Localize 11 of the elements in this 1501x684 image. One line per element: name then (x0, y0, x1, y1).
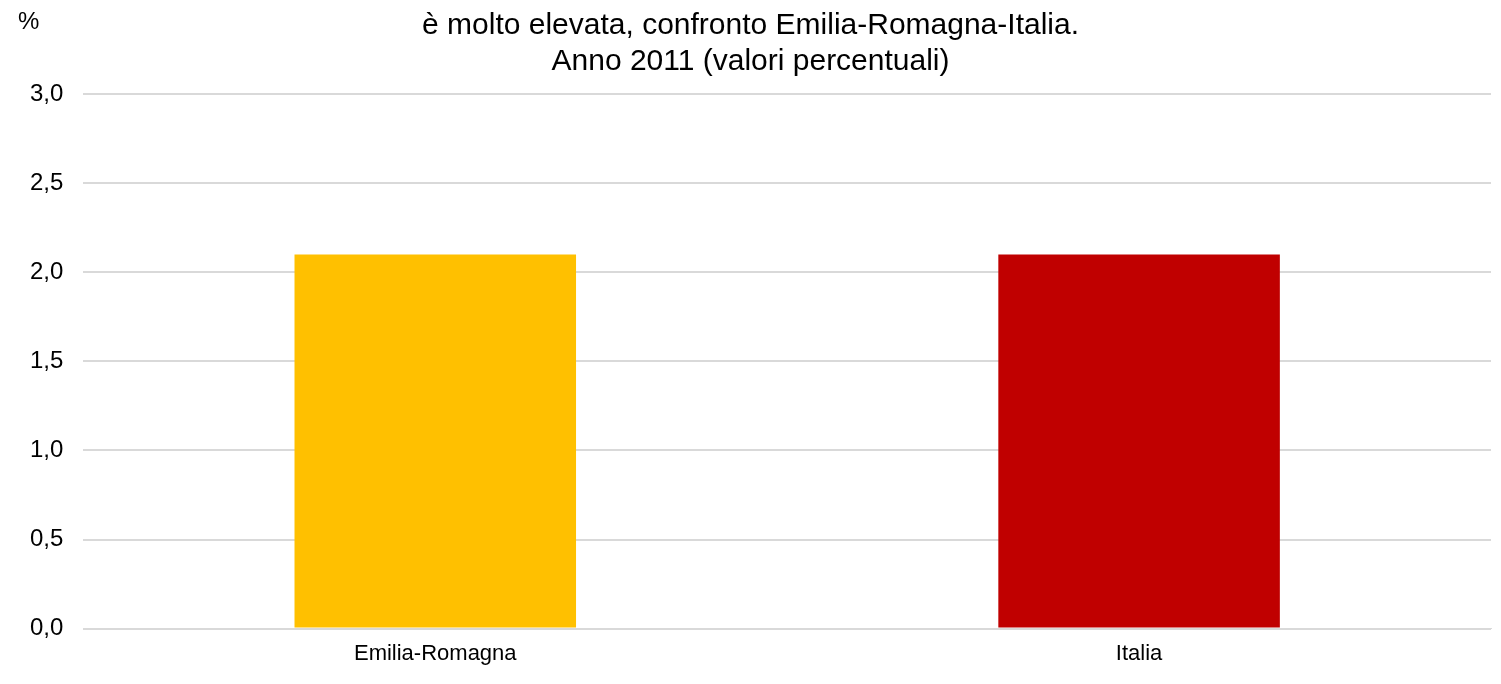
y-tick-label: 0,5 (29, 524, 64, 552)
y-axis-title: % (18, 6, 40, 34)
chart-title: è molto elevata, confronto Emilia-Romagna-Italia. Anno 2011 (valori percentuali) (422, 7, 1079, 77)
y-tick-label: 2,0 (29, 256, 64, 284)
y-tick-label: 0,0 (29, 613, 64, 641)
x-tick-label: Emilia-Romagna (353, 639, 518, 665)
y-tick-label: 2,5 (29, 167, 64, 195)
y-tick-label: 1,0 (29, 435, 64, 463)
y-tick-label: 1,5 (29, 345, 64, 373)
y-tick-label: 3,0 (29, 78, 64, 106)
x-tick-label: Italia (1115, 639, 1164, 665)
